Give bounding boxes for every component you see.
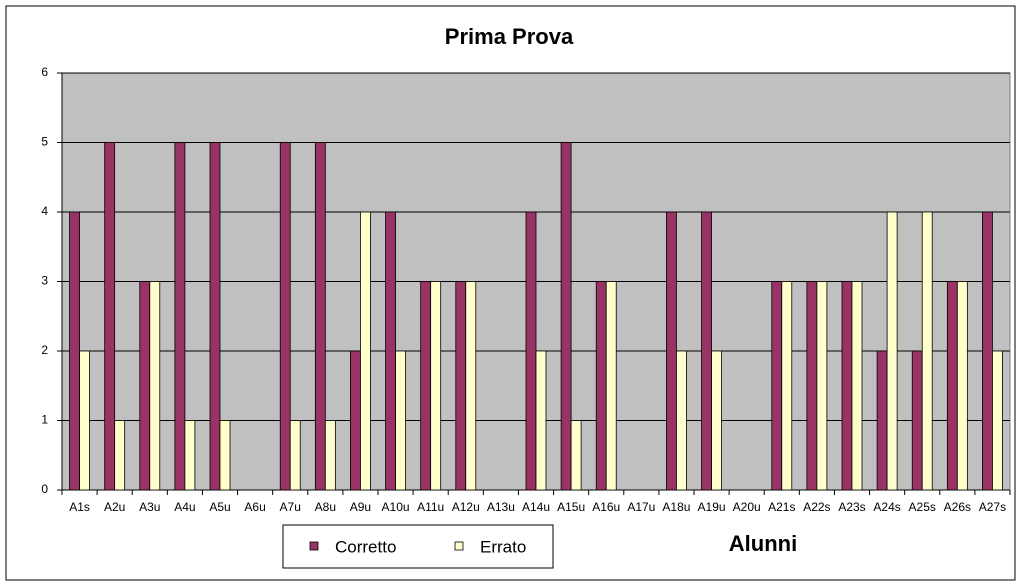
x-tick-label: A4u: [174, 500, 195, 514]
legend-swatch: [309, 541, 319, 551]
bar: [560, 142, 572, 491]
bar: [395, 350, 406, 491]
bar: [666, 211, 677, 491]
x-tick-label: A24s: [873, 500, 900, 514]
x-tick-label: A1s: [69, 500, 90, 514]
bar: [711, 350, 722, 491]
bar: [911, 350, 923, 491]
y-tick-label: 0: [41, 482, 48, 496]
bar: [465, 281, 477, 491]
x-tick-label: A19u: [698, 500, 726, 514]
bar: [781, 281, 793, 491]
bar: [921, 211, 933, 491]
bar: [114, 420, 126, 491]
bar: [851, 281, 863, 491]
bar: [455, 281, 467, 491]
bar: [174, 142, 186, 491]
bar: [279, 142, 291, 491]
bar: [139, 281, 151, 491]
x-tick-label: A14u: [522, 500, 550, 514]
bar: [420, 281, 432, 491]
bar: [605, 281, 617, 491]
y-tick-label: 1: [41, 413, 48, 427]
x-tick-label: A3u: [139, 500, 160, 514]
x-tick-label: A5u: [209, 500, 230, 514]
bar: [69, 211, 80, 491]
legend-label: Corretto: [335, 537, 396, 556]
legend-swatch: [454, 541, 464, 551]
x-tick-label: A26s: [944, 500, 971, 514]
x-axis-label: Alunni: [729, 531, 797, 556]
x-tick-label: A18u: [662, 500, 690, 514]
bar: [816, 281, 828, 491]
bar: [79, 350, 90, 491]
x-tick-label: A13u: [487, 500, 515, 514]
bar: [149, 281, 161, 491]
bar: [841, 281, 853, 491]
x-tick-label: A11u: [417, 500, 444, 514]
bar: [104, 142, 116, 491]
bar: [570, 420, 582, 491]
x-tick-label: A15u: [557, 500, 585, 514]
bar: [886, 211, 898, 491]
x-tick-label: A22s: [803, 500, 830, 514]
x-tick-label: A8u: [315, 500, 336, 514]
y-tick-label: 2: [41, 343, 48, 357]
bar: [289, 420, 301, 491]
x-tick-label: A9u: [350, 500, 371, 514]
bar: [701, 211, 712, 491]
y-tick-label: 3: [41, 274, 48, 288]
bar: [992, 350, 1003, 491]
bar: [209, 142, 221, 491]
bar: [982, 211, 993, 491]
bar: [314, 142, 326, 491]
bar: [595, 281, 607, 491]
bar: [771, 281, 783, 491]
bar: [676, 350, 687, 491]
legend-box: [282, 524, 554, 569]
legend-label: Errato: [480, 537, 526, 556]
x-tick-label: A17u: [627, 500, 655, 514]
x-tick-label: A25s: [909, 500, 936, 514]
y-tick-label: 5: [41, 135, 48, 149]
bar: [219, 420, 231, 491]
bar: [956, 281, 968, 491]
bar: [184, 420, 196, 491]
bar: [360, 211, 371, 491]
x-tick-label: A12u: [452, 500, 480, 514]
y-tick-label: 6: [41, 65, 48, 79]
x-tick-label: A20u: [733, 500, 761, 514]
bar: [350, 350, 361, 491]
bar: [806, 281, 818, 491]
x-tick-label: A16u: [592, 500, 620, 514]
x-tick-label: A10u: [382, 500, 410, 514]
bar: [324, 420, 336, 491]
bar: [876, 350, 888, 491]
bar: [430, 281, 442, 491]
x-tick-label: A21s: [768, 500, 795, 514]
bar: [535, 350, 547, 491]
chart-title: Prima Prova: [445, 24, 574, 49]
x-tick-label: A23s: [838, 500, 865, 514]
x-tick-label: A6u: [244, 500, 265, 514]
bar: [525, 211, 537, 491]
bar: [385, 211, 396, 491]
y-tick-label: 4: [41, 204, 48, 218]
x-tick-label: A27s: [979, 500, 1006, 514]
bar: [946, 281, 958, 491]
x-tick-label: A7u: [280, 500, 301, 514]
x-tick-label: A2u: [104, 500, 125, 514]
